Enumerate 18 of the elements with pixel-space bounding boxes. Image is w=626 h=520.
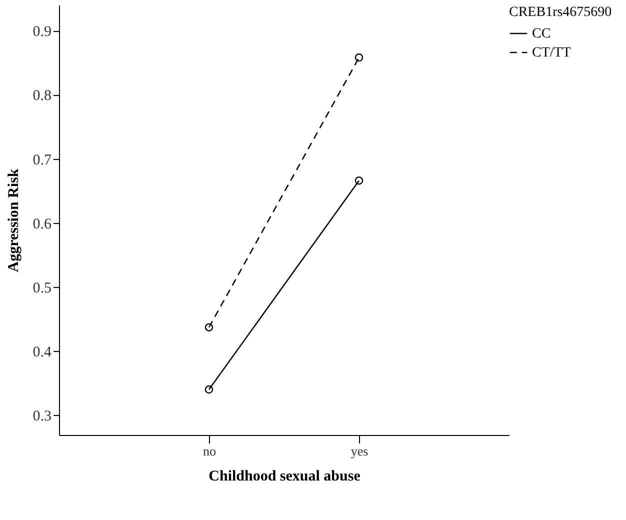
x-tick-label: yes	[350, 444, 368, 458]
y-axis-title: Aggression Risk	[6, 168, 22, 272]
legend-title: CREB1rs4675690	[509, 5, 612, 20]
y-tick-label: 0.4	[32, 344, 52, 361]
legend-label: CT/TT	[532, 46, 572, 60]
point	[354, 53, 364, 62]
y-tick-label: 0.7	[32, 152, 52, 168]
x-tick-label: no	[203, 444, 216, 458]
y-tick-label: 0.8	[32, 88, 52, 104]
y-tick-label: 0.3	[32, 408, 52, 425]
y-tick-label: 0.6	[32, 216, 52, 232]
legend-label: CC	[532, 26, 551, 42]
y-tick-label: 0.5	[32, 280, 52, 296]
x-axis-title: Childhood sexual abuse	[208, 468, 361, 484]
point	[354, 176, 364, 185]
point	[204, 323, 214, 332]
y-tick-label: 0.9	[32, 24, 52, 40]
point	[204, 385, 214, 394]
